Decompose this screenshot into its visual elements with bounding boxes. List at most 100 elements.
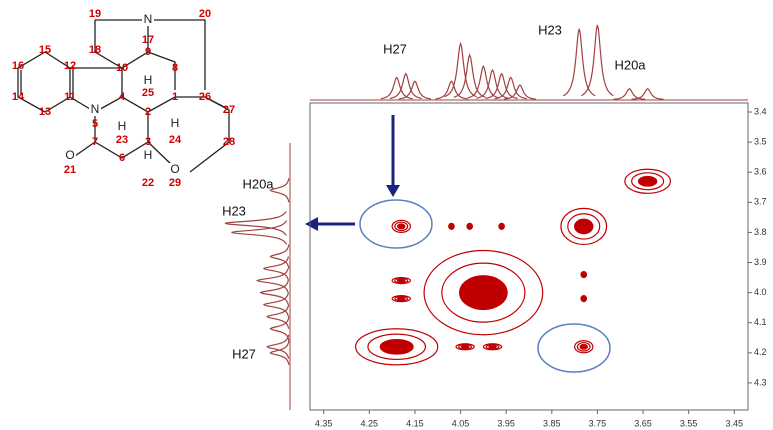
top-projection-peak [631, 88, 664, 100]
atom-number: 11 [64, 91, 76, 103]
cross-peak [394, 295, 409, 302]
atom-number: 27 [223, 104, 235, 116]
y-tick-label: 3.8 [754, 227, 767, 237]
y-tick-label: 3.6 [754, 167, 767, 177]
atom-number: 10 [116, 62, 128, 74]
x-tick-label: 4.35 [315, 418, 333, 428]
cross-peak [397, 223, 406, 230]
cross-peak [574, 340, 594, 354]
atom-number: 20 [199, 8, 211, 20]
atom-number: 15 [39, 44, 51, 56]
molecule-bonds [17, 19, 230, 173]
cross-peak [455, 343, 475, 351]
left-projection-peak [269, 178, 290, 203]
x-tick-label: 4.25 [361, 418, 379, 428]
cross-peak [394, 221, 409, 232]
left-projection-peak [262, 256, 290, 281]
atom-number: 18 [89, 44, 101, 56]
atom-number: 9 [145, 46, 151, 58]
cross-peak [467, 224, 472, 229]
label-bg [89, 103, 101, 116]
cross-peak [391, 219, 411, 234]
top-projection-peak [453, 53, 486, 98]
cross-peak [624, 168, 672, 194]
cross-peak [482, 343, 503, 351]
cross-peak [582, 296, 586, 301]
top-projection-peak [494, 76, 527, 100]
cross-peak [448, 222, 455, 231]
cross-peak [498, 222, 505, 231]
atom-number: 4 [119, 91, 126, 103]
cross-peak [485, 344, 500, 350]
cross-peak [574, 218, 594, 235]
heteroatom: N [91, 102, 100, 116]
top-projection-peak [389, 72, 422, 100]
x-tick-label: 3.85 [543, 418, 561, 428]
left-projection-peak [255, 268, 289, 293]
label-bg [142, 13, 154, 26]
cross-peak [459, 275, 508, 311]
top-projection-peak [435, 80, 468, 100]
y-tick-label: 3.4 [754, 106, 767, 116]
x-tick-label: 3.45 [726, 418, 744, 428]
left-projection-peak [231, 220, 288, 245]
top-projection-peak [476, 68, 509, 99]
left-projection-peak [269, 244, 290, 269]
atom-number: 24 [169, 134, 182, 146]
left-peak-label: H23 [222, 203, 246, 218]
x-tick-label: 3.65 [634, 418, 652, 428]
atom-number: 23 [116, 134, 128, 146]
cross-peak [355, 328, 439, 366]
label-bg [64, 149, 76, 162]
atom-number: 12 [64, 60, 76, 72]
atom-number: 25 [142, 87, 154, 99]
plot-frame [309, 102, 749, 411]
atom-number: 5 [92, 118, 98, 130]
atom-number: 6 [119, 152, 125, 164]
cross-peak [499, 224, 504, 229]
atom-number: 17 [142, 34, 154, 46]
cross-peak [581, 295, 587, 302]
atom-number: 1 [172, 91, 178, 103]
left-projection-peak [269, 340, 290, 365]
cross-peak [560, 207, 608, 246]
cross-peak [580, 295, 588, 303]
cross-peak [576, 341, 591, 352]
cross-peak [449, 224, 454, 229]
heteroatom: N [144, 12, 153, 26]
cross-peak [391, 276, 411, 285]
cross-peak [581, 271, 587, 278]
cross-peak [488, 344, 497, 349]
cross-peak [499, 223, 505, 230]
atom-number: 22 [142, 177, 154, 189]
y-tick-label: 3.7 [754, 197, 767, 207]
cross-peak [391, 295, 411, 303]
top-projection-peak [503, 84, 536, 100]
atom-number: 19 [89, 8, 101, 20]
x-tick-label: 4.05 [452, 418, 470, 428]
top-projection-peak [562, 28, 596, 97]
cross-peak [567, 213, 601, 240]
cross-peak [582, 272, 586, 277]
arrows [305, 115, 611, 373]
hydrogen: H [118, 119, 127, 133]
atom-number: 26 [199, 91, 211, 103]
atom-number: 13 [39, 106, 51, 118]
cross-peak [631, 172, 665, 191]
cross-peak [379, 338, 414, 355]
left-peak-label: H27 [232, 346, 256, 361]
label-bg [169, 163, 181, 176]
top-projection-peak [380, 76, 413, 100]
cross-peak [441, 262, 526, 323]
y-tick-label: 3.9 [754, 257, 767, 267]
cross-peak [466, 222, 474, 231]
cross-peak [448, 223, 454, 230]
cross-peak [367, 333, 427, 361]
x-tick-label: 4.15 [406, 418, 424, 428]
left-projection-peak [262, 292, 290, 317]
top-projection-peak [444, 41, 477, 98]
heteroatom: O [65, 148, 74, 162]
y-tick-label: 4.0 [754, 287, 767, 297]
hydrogen: H [171, 116, 180, 130]
cross-peak [579, 343, 588, 350]
